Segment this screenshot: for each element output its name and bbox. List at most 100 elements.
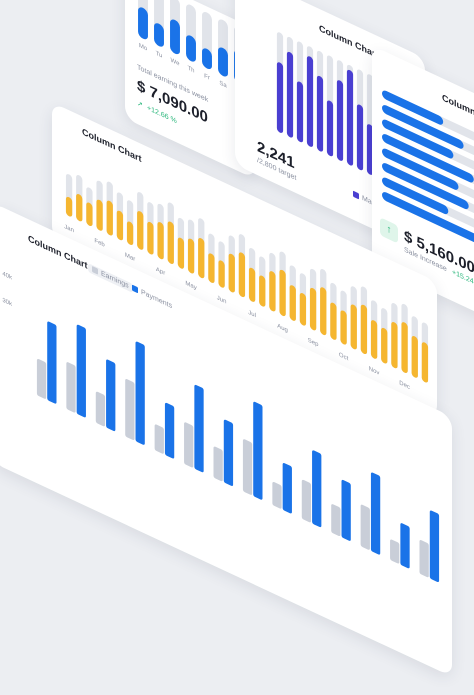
bar xyxy=(400,523,410,569)
bar xyxy=(218,47,228,77)
monthly-card: Jan Feb Mar Apr May Jun Jul Aug Sep Oct Nov Dec Col… xyxy=(52,102,437,418)
bar xyxy=(228,253,235,293)
x-tick-label: Tu xyxy=(156,50,163,60)
bar xyxy=(391,321,398,369)
bar xyxy=(95,391,106,427)
bar xyxy=(370,472,381,555)
bar xyxy=(202,48,212,70)
x-tick-label: We xyxy=(171,57,180,68)
bar xyxy=(259,275,266,307)
bar xyxy=(157,222,164,260)
x-tick-label: Feb xyxy=(94,237,105,249)
bar xyxy=(360,504,370,550)
bar xyxy=(238,252,246,298)
bar xyxy=(269,271,276,312)
bar xyxy=(421,342,429,383)
dashboard: MoTuWeThFrSaSu Total earning this week $… xyxy=(0,0,474,677)
x-tick-label: May xyxy=(185,280,197,292)
bar xyxy=(279,269,286,317)
bar xyxy=(248,267,256,302)
bar xyxy=(299,293,307,326)
bar xyxy=(382,134,474,183)
sales-card: Column ↑ $ 5,160.00 Sale Increase +15.24… xyxy=(372,45,474,320)
bar xyxy=(126,221,134,245)
bar xyxy=(336,80,344,161)
bar xyxy=(66,362,76,413)
x-tick-label: Dec xyxy=(399,379,410,391)
bar xyxy=(106,200,113,236)
bar xyxy=(36,358,47,399)
bar xyxy=(147,221,154,255)
bar xyxy=(316,75,324,152)
bar xyxy=(382,119,454,159)
x-tick-label: Oct xyxy=(339,351,349,362)
bar xyxy=(390,539,400,564)
sales-chart xyxy=(382,90,474,246)
bar xyxy=(346,69,354,166)
monthly-chart: Jan Feb Mar Apr May Jun Jul Aug Sep Oct Nov Dec xyxy=(64,174,429,391)
bar xyxy=(65,196,73,217)
bar xyxy=(366,124,374,175)
x-tick-label: Sa xyxy=(219,80,227,90)
bar xyxy=(272,481,282,509)
bar xyxy=(76,324,86,418)
bar xyxy=(360,304,368,355)
bar xyxy=(154,424,164,454)
bar xyxy=(253,401,263,500)
bar xyxy=(341,479,351,541)
bar xyxy=(301,479,312,523)
bar xyxy=(296,81,304,143)
bar xyxy=(138,7,148,40)
page: MoTuWeThFrSaSu Total earning this week $… xyxy=(0,0,474,677)
bar xyxy=(223,419,234,486)
bar xyxy=(382,90,444,125)
bar xyxy=(330,302,337,340)
bar xyxy=(356,104,364,171)
bar xyxy=(76,194,83,222)
bar xyxy=(187,238,195,274)
bar xyxy=(47,321,57,404)
bar xyxy=(401,322,408,373)
bar xyxy=(370,320,378,359)
bar xyxy=(186,35,196,62)
x-tick-label: Fr xyxy=(204,72,210,81)
x-tick-label: Mo xyxy=(139,42,148,53)
bar xyxy=(382,148,459,190)
bar xyxy=(242,439,253,495)
bar xyxy=(170,19,180,55)
x-tick-label: Jul xyxy=(248,309,256,319)
bar xyxy=(184,422,194,468)
legend-swatch xyxy=(132,284,138,294)
bar xyxy=(282,463,292,514)
x-tick-label: Mar xyxy=(125,252,135,263)
bar xyxy=(382,177,449,215)
bar xyxy=(326,100,334,157)
bar xyxy=(106,359,116,432)
x-tick-label: Sep xyxy=(308,337,319,349)
bar xyxy=(218,260,225,288)
bar xyxy=(381,327,388,364)
x-tick-label: Jan xyxy=(64,223,74,234)
bar xyxy=(116,210,124,241)
bar xyxy=(96,199,103,231)
legend-swatch xyxy=(353,190,359,200)
legend-swatch xyxy=(92,266,98,275)
y-tick-label: 30k xyxy=(2,297,12,309)
y-tick-label: 40k xyxy=(2,270,12,282)
bar xyxy=(177,237,185,269)
bar xyxy=(125,379,135,440)
bar xyxy=(382,192,474,243)
bar xyxy=(382,105,464,149)
bar xyxy=(154,23,164,47)
bar xyxy=(276,62,284,133)
x-tick-label: Aug xyxy=(277,323,288,335)
bar xyxy=(411,336,418,378)
bar xyxy=(198,237,205,279)
bar xyxy=(167,221,174,264)
bar xyxy=(320,287,327,336)
bar xyxy=(213,446,223,482)
bar xyxy=(309,287,317,331)
bar xyxy=(208,253,215,283)
x-tick-label: Jun xyxy=(217,294,227,305)
bar xyxy=(286,51,294,138)
